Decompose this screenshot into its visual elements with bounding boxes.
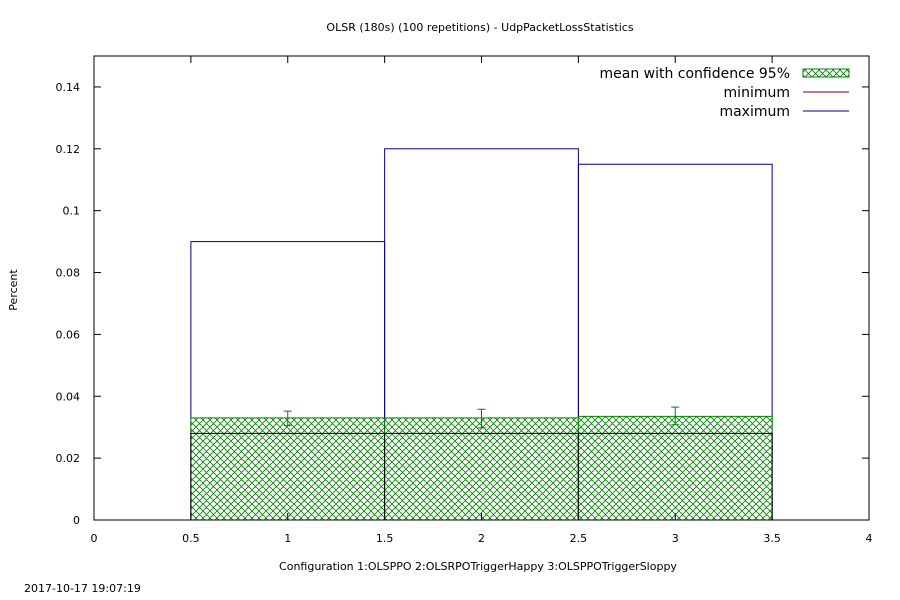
x-axis-label: Configuration 1:OLSPPO 2:OLSRPOTriggerHa… [279, 560, 677, 573]
x-tick-label-7: 3.5 [763, 532, 781, 545]
x-tick-label-5: 2.5 [570, 532, 588, 545]
timestamp: 2017-10-17 19:07:19 [24, 582, 141, 595]
x-tick-label-1: 0.5 [182, 532, 200, 545]
mean-bar-3 [577, 415, 773, 521]
y-tick-label-4: 0.08 [56, 267, 81, 280]
x-tick-label-2: 1 [284, 532, 291, 545]
x-tick-label-6: 3 [672, 532, 679, 545]
y-tick-label-6: 0.12 [56, 143, 81, 156]
legend-swatch-mean [802, 68, 850, 78]
y-tick-label-0: 0 [73, 514, 80, 527]
legend-label-minimum: minimum [724, 85, 790, 101]
y-tick-label-7: 0.14 [56, 81, 81, 94]
y-tick-label-3: 0.06 [56, 328, 81, 341]
legend-label-maximum: maximum [719, 104, 790, 120]
x-tick-label-4: 2 [478, 532, 485, 545]
y-tick-label-2: 0.04 [56, 390, 81, 403]
x-tick-label-3: 1.5 [376, 532, 394, 545]
chart-title: OLSR (180s) (100 repetitions) - UdpPacke… [326, 21, 633, 34]
y-axis-label: Percent [7, 269, 20, 311]
y-tick-label-5: 0.1 [63, 205, 81, 218]
x-tick-label-8: 4 [866, 532, 873, 545]
legend-label-mean: mean with confidence 95% [599, 66, 790, 82]
x-tick-label-0: 0 [91, 532, 98, 545]
y-tick-label-1: 0.02 [56, 452, 81, 465]
mean-bar-2 [384, 417, 579, 521]
